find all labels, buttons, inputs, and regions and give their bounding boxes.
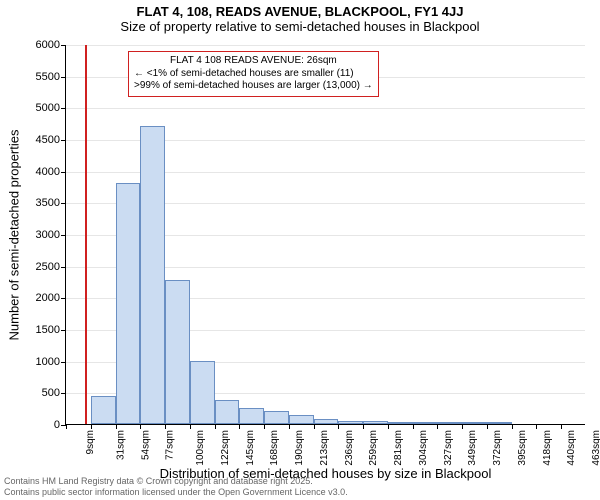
ytick-label: 3000 [36,229,66,241]
xtick-mark [116,424,117,429]
chart-title-line2: Size of property relative to semi-detach… [0,19,600,34]
xtick-label: 213sqm [319,430,330,466]
xtick-mark [338,424,339,429]
footer-attribution: Contains HM Land Registry data © Crown c… [4,476,348,498]
xtick-label: 54sqm [140,430,151,460]
y-axis-label: Number of semi-detached properties [7,129,22,340]
xtick-label: 100sqm [195,430,206,466]
histogram-bar [215,400,240,424]
ytick-label: 0 [54,419,66,431]
xtick-label: 31sqm [115,430,126,460]
histogram-bar [140,126,165,424]
histogram-bar [388,422,413,424]
xtick-mark [140,424,141,429]
chart-title-line1: FLAT 4, 108, READS AVENUE, BLACKPOOL, FY… [0,4,600,19]
plot-area: Number of semi-detached properties Distr… [65,45,585,425]
xtick-label: 349sqm [468,430,479,466]
histogram-bar [363,421,388,424]
annotation-line: >99% of semi-detached houses are larger … [134,80,373,93]
xtick-mark [239,424,240,429]
xtick-label: 418sqm [542,430,553,466]
histogram-bar [437,422,462,424]
histogram-bar [413,422,438,424]
ytick-label: 2500 [36,261,66,273]
xtick-label: 145sqm [245,430,256,466]
xtick-label: 236sqm [344,430,355,466]
xtick-mark [388,424,389,429]
xtick-label: 463sqm [591,430,600,466]
xtick-mark [413,424,414,429]
ytick-label: 5500 [36,71,66,83]
ytick-label: 1000 [36,356,66,368]
histogram-bar [264,411,289,424]
xtick-mark [289,424,290,429]
annotation-line: ← <1% of semi-detached houses are smalle… [134,68,373,81]
xtick-mark [91,424,92,429]
histogram-bar [190,361,215,424]
ytick-label: 500 [42,387,66,399]
xtick-label: 395sqm [517,430,528,466]
histogram-bar [165,280,190,424]
ytick-label: 3500 [36,197,66,209]
xtick-label: 372sqm [492,430,503,466]
xtick-mark [264,424,265,429]
xtick-label: 259sqm [368,430,379,466]
xtick-label: 190sqm [294,430,305,466]
xtick-label: 327sqm [443,430,454,466]
xtick-label: 122sqm [220,430,231,466]
histogram-bar [116,183,141,424]
xtick-mark [314,424,315,429]
xtick-mark [215,424,216,429]
gridline-h [66,45,585,46]
xtick-mark [561,424,562,429]
xtick-label: 440sqm [567,430,578,466]
xtick-mark [487,424,488,429]
histogram-bar [487,422,512,424]
xtick-label: 281sqm [393,430,404,466]
xtick-mark [66,424,67,429]
histogram-bar [462,422,487,424]
ytick-label: 5000 [36,102,66,114]
xtick-mark [437,424,438,429]
xtick-mark [536,424,537,429]
reference-line [85,45,87,424]
xtick-mark [512,424,513,429]
xtick-mark [363,424,364,429]
annotation-line: FLAT 4 108 READS AVENUE: 26sqm [134,55,373,68]
chart-area: Number of semi-detached properties Distr… [65,45,585,425]
xtick-mark [190,424,191,429]
histogram-bar [338,421,363,424]
histogram-bar [239,408,264,424]
ytick-label: 4500 [36,134,66,146]
xtick-label: 168sqm [269,430,280,466]
xtick-label: 304sqm [418,430,429,466]
histogram-bar [289,415,314,425]
xtick-mark [165,424,166,429]
ytick-label: 1500 [36,324,66,336]
footer-line1: Contains HM Land Registry data © Crown c… [4,476,348,487]
xtick-mark [462,424,463,429]
histogram-bar [91,396,116,425]
ytick-label: 2000 [36,292,66,304]
xtick-label: 77sqm [165,430,176,460]
footer-line2: Contains public sector information licen… [4,487,348,498]
ytick-label: 4000 [36,166,66,178]
gridline-h [66,108,585,109]
annotation-box: FLAT 4 108 READS AVENUE: 26sqm← <1% of s… [128,51,379,97]
chart-title-block: FLAT 4, 108, READS AVENUE, BLACKPOOL, FY… [0,0,600,34]
ytick-label: 6000 [36,39,66,51]
histogram-bar [314,419,339,424]
xtick-label: 9sqm [85,430,96,454]
